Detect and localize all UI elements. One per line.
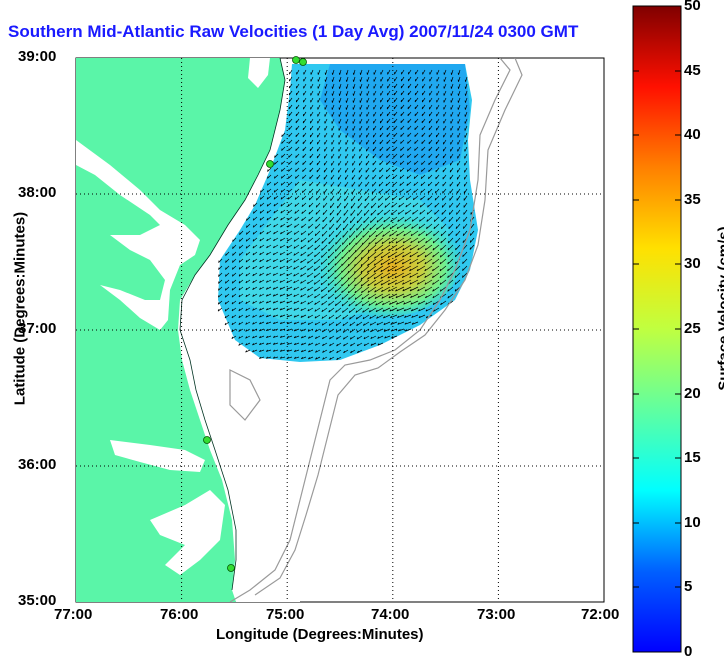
colorbar-tick-label: 10 [684, 514, 701, 531]
x-tick-label: 74:00 [371, 606, 409, 623]
colorbar-label: Surface Velocity (cm/s) [716, 209, 724, 409]
colorbar-tick-label: 25 [684, 320, 701, 337]
colorbar-tick-label: 20 [684, 385, 701, 402]
colorbar-tick-label: 5 [684, 578, 692, 595]
colorbar-tick-label: 30 [684, 255, 701, 272]
y-tick-label: 39:00 [18, 48, 56, 65]
colorbar-tick-label: 50 [684, 0, 701, 14]
station-marker [204, 437, 211, 444]
y-axis-label: Latitude (Degrees:Minutes) [12, 209, 29, 409]
station-marker [293, 57, 300, 64]
colorbar-tick-label: 35 [684, 191, 701, 208]
station-marker [267, 161, 274, 168]
x-tick-label: 73:00 [477, 606, 515, 623]
station-marker [228, 565, 235, 572]
colorbar-tick-label: 40 [684, 126, 701, 143]
colorbar-tick-label: 0 [684, 643, 692, 660]
colorbar-tick-label: 15 [684, 449, 701, 466]
x-tick-label: 75:00 [266, 606, 304, 623]
colorbar [633, 6, 681, 652]
x-axis-label: Longitude (Degrees:Minutes) [216, 626, 424, 643]
station-marker [300, 59, 307, 66]
y-tick-label: 35:00 [18, 592, 56, 609]
x-tick-label: 72:00 [581, 606, 619, 623]
x-tick-label: 77:00 [54, 606, 92, 623]
x-tick-label: 76:00 [160, 606, 198, 623]
colorbar-tick-label: 45 [684, 62, 701, 79]
y-tick-label: 36:00 [18, 456, 56, 473]
y-tick-label: 38:00 [18, 184, 56, 201]
